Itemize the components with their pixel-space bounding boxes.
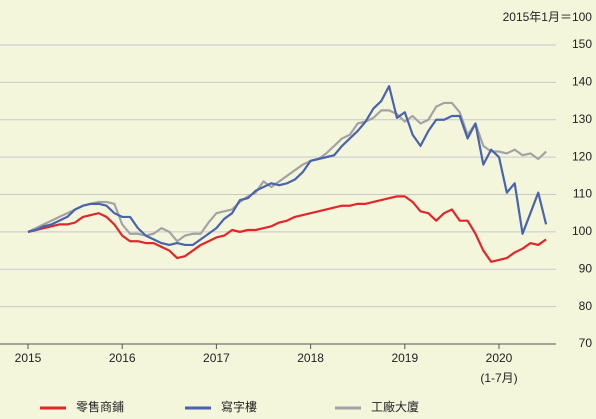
x-tick-label: 2016 — [109, 351, 136, 365]
y-tick-label: 100 — [572, 224, 592, 238]
legend-label: 寫字樓 — [221, 399, 257, 414]
unit-note: 2015年1月＝100 — [503, 10, 593, 24]
y-tick-label: 70 — [579, 336, 593, 350]
y-tick-label: 120 — [572, 149, 592, 163]
y-tick-label: 90 — [579, 261, 593, 275]
x-tick-label: 2019 — [391, 351, 418, 365]
y-tick-label: 150 — [572, 37, 592, 51]
series-line — [27, 101, 547, 243]
series-line — [27, 195, 547, 263]
period-note: (1-7月) — [480, 371, 517, 385]
y-tick-label: 110 — [573, 187, 592, 201]
y-tick-label: 130 — [572, 112, 592, 126]
series-line — [27, 85, 548, 247]
x-tick-label: 2017 — [203, 351, 230, 365]
x-tick-label: 2015 — [15, 351, 42, 365]
legend-label: 工廠大廈 — [371, 399, 419, 414]
x-tick-label: 2020 — [486, 351, 513, 365]
y-tick-label: 80 — [579, 299, 593, 313]
y-tick-label: 140 — [572, 75, 592, 89]
x-tick-label: 2018 — [297, 351, 324, 365]
legend-label: 零售商鋪 — [76, 399, 124, 414]
